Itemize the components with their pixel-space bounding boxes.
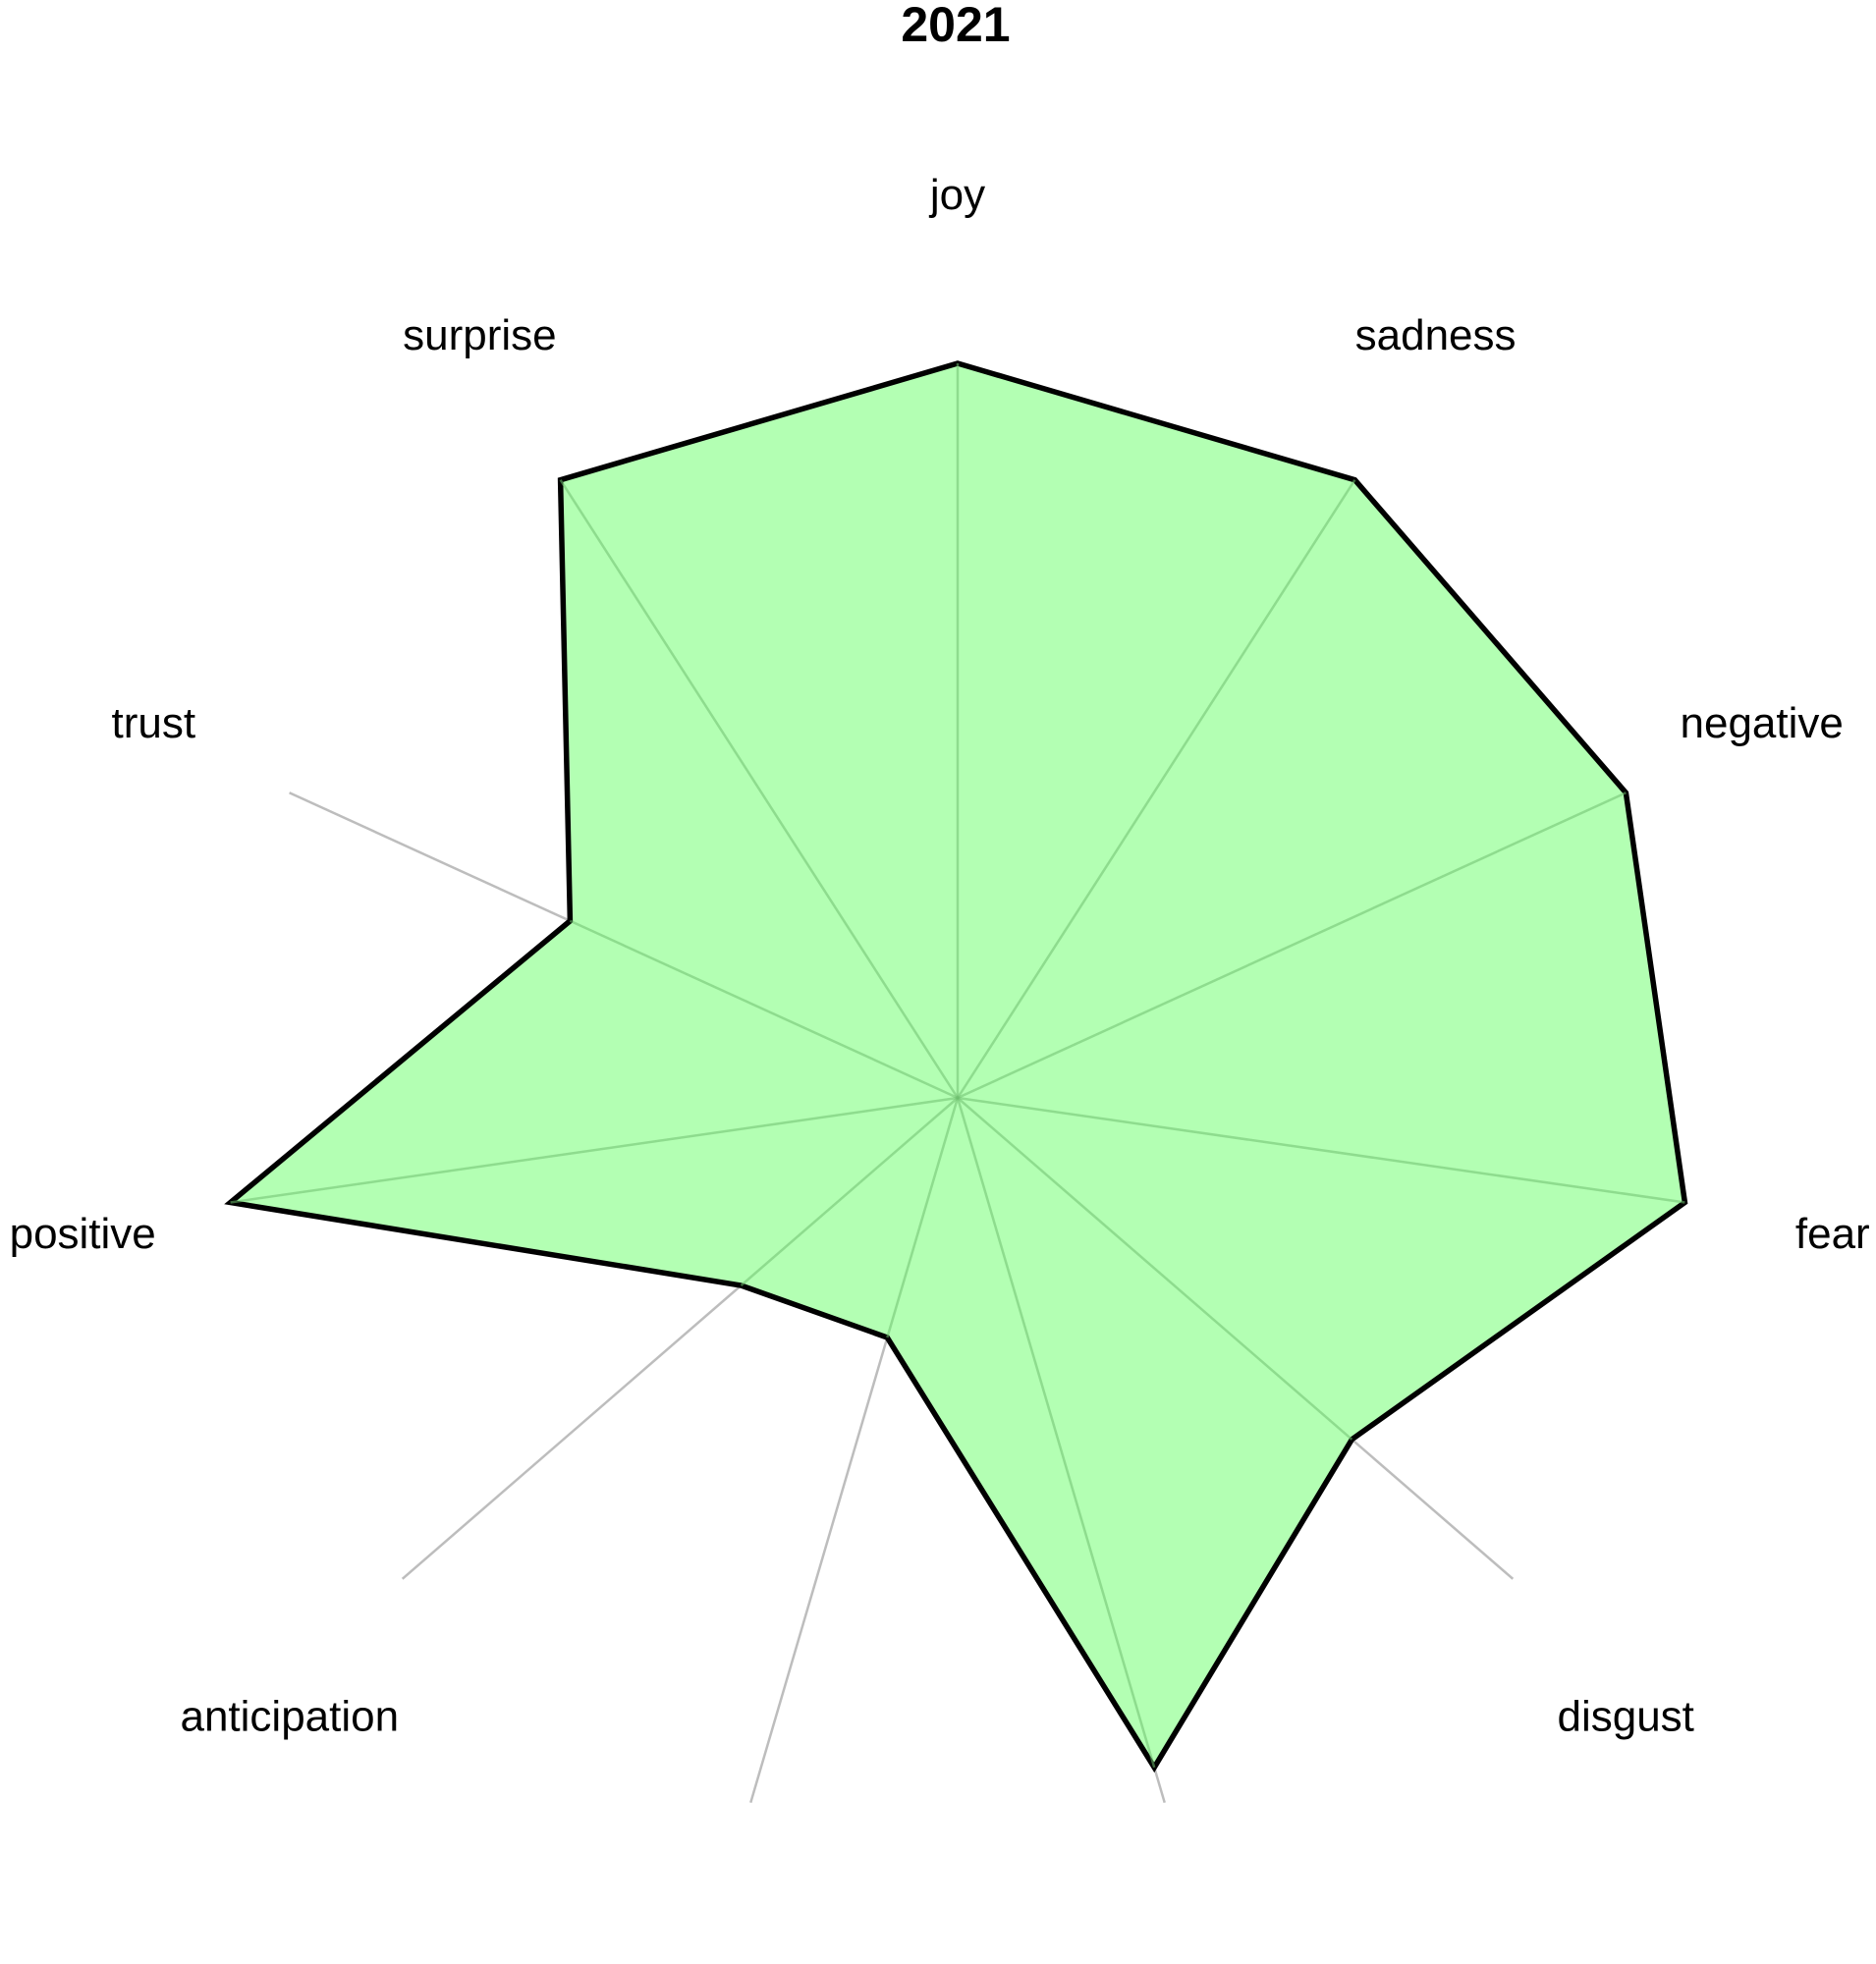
- label-negative: negative: [1681, 699, 1844, 747]
- label-surprise: surprise: [403, 311, 557, 359]
- category-labels: joysadnessnegativefeardisgustangerneutra…: [10, 171, 1870, 1740]
- chart-title: 2021: [901, 0, 1010, 52]
- label-sadness: sadness: [1355, 311, 1517, 359]
- inner-spoke-sadness: [956, 479, 1356, 1099]
- inner-spoke-neutral: [886, 1097, 960, 1338]
- inner-spoke-negative: [957, 791, 1627, 1100]
- label-trust: trust: [112, 699, 196, 747]
- inner-spoke-trust: [569, 919, 959, 1100]
- label-positive: positive: [10, 1210, 156, 1258]
- inner-spoke-positive: [230, 1096, 959, 1204]
- inner-spoke-fear: [957, 1096, 1685, 1204]
- inner-spoke-anticipation: [740, 1097, 959, 1286]
- inner-spoke-surprise: [559, 479, 960, 1099]
- label-joy: joy: [928, 171, 985, 219]
- inner-spoke-disgust: [957, 1097, 1353, 1441]
- label-anticipation: anticipation: [180, 1692, 399, 1740]
- inner-spoke-anger: [956, 1097, 1156, 1769]
- label-fear: fear: [1795, 1210, 1870, 1258]
- radar-inner-spokes: [230, 363, 1685, 1769]
- label-disgust: disgust: [1557, 1692, 1693, 1740]
